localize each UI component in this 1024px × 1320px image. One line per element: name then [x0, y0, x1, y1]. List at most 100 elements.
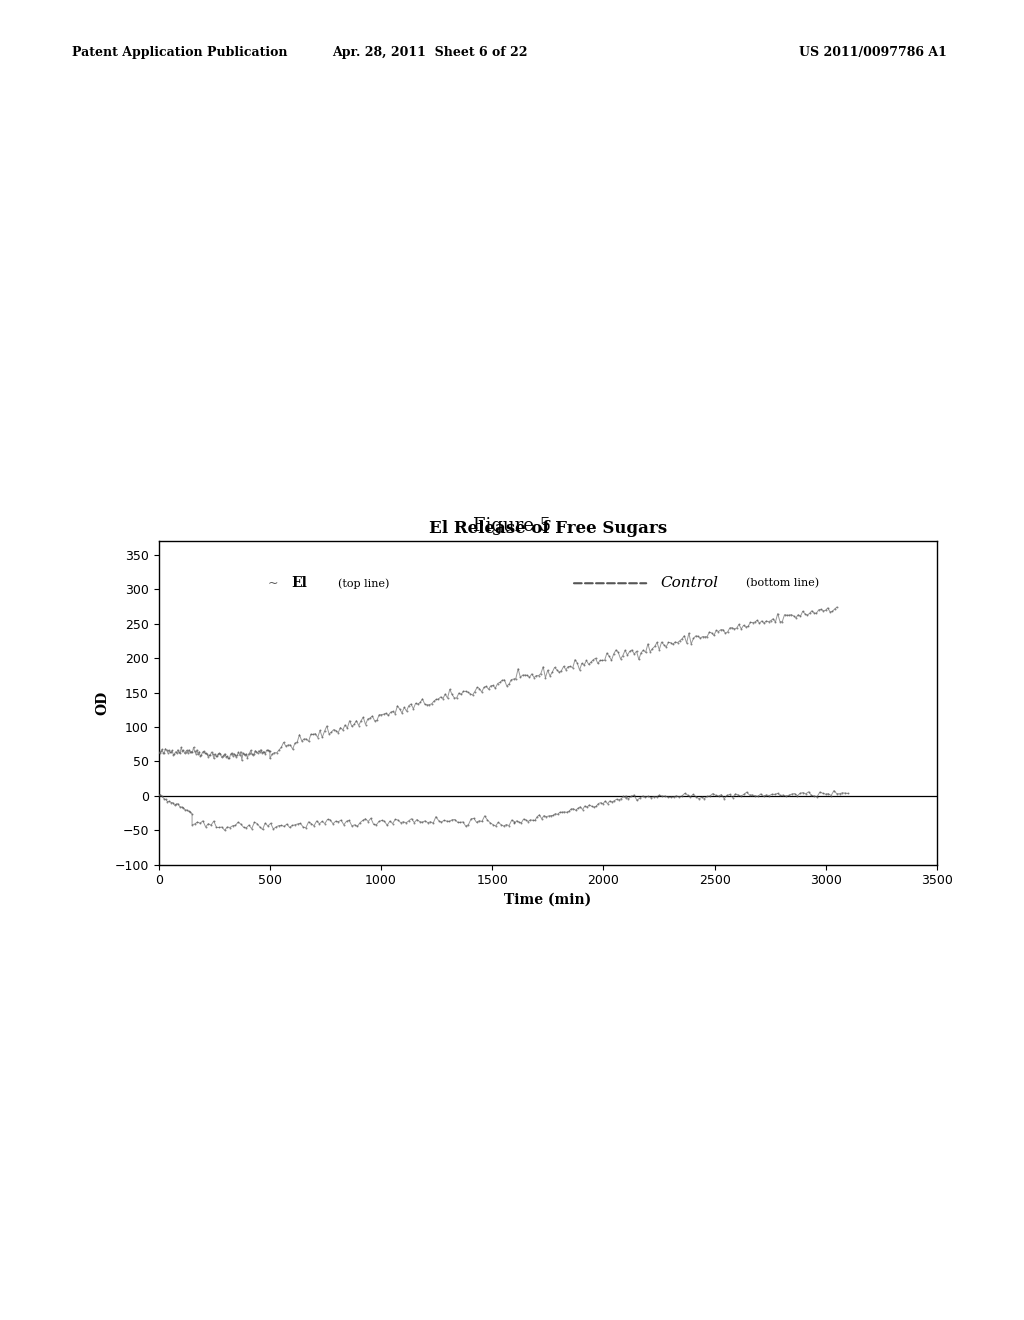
Point [314, 810, 331, 832]
Point [663, 632, 679, 653]
Point [237, 744, 253, 766]
Point [349, 816, 366, 837]
Point [690, 788, 707, 809]
Point [175, 739, 191, 760]
Point [506, 668, 522, 689]
Point [291, 725, 307, 746]
Point [338, 810, 354, 832]
Point [254, 742, 270, 763]
Point [515, 809, 531, 830]
Point [391, 698, 408, 719]
Point [528, 665, 545, 686]
Point [685, 784, 701, 805]
Point [311, 719, 328, 741]
Point [184, 804, 201, 825]
Point [774, 611, 791, 632]
Point [463, 808, 479, 829]
Point [726, 618, 742, 639]
Point [352, 812, 369, 833]
Point [200, 746, 216, 767]
Point [567, 649, 584, 671]
Point [154, 739, 170, 760]
Point [756, 785, 772, 807]
Point [637, 642, 653, 663]
Point [177, 800, 194, 821]
Point [550, 804, 566, 825]
Point [357, 714, 374, 735]
Point [610, 789, 627, 810]
Point [699, 785, 716, 807]
Point [518, 809, 535, 830]
Point [394, 702, 411, 723]
Point [648, 787, 665, 808]
Point [308, 810, 325, 832]
Point [244, 743, 260, 764]
Point [208, 817, 224, 838]
Point [244, 818, 260, 840]
Point [553, 660, 569, 681]
Point [246, 743, 262, 764]
Point [640, 634, 656, 655]
Point [642, 642, 658, 663]
Point [193, 746, 209, 767]
Text: US 2011/0097786 A1: US 2011/0097786 A1 [799, 46, 946, 59]
Point [417, 810, 433, 832]
Point [379, 814, 395, 836]
Point [180, 742, 197, 763]
Point [601, 645, 617, 667]
Point [626, 784, 642, 805]
Point [501, 673, 517, 694]
Point [756, 612, 772, 634]
Point [577, 796, 593, 817]
Point [772, 611, 788, 632]
Point [561, 801, 578, 822]
Point [588, 648, 604, 669]
Point [778, 785, 795, 807]
Point [266, 742, 283, 763]
Point [369, 710, 385, 731]
Point [216, 744, 232, 766]
Point [341, 809, 357, 830]
Point [571, 660, 588, 681]
Point [806, 602, 822, 623]
Point [826, 598, 843, 619]
Point [162, 742, 178, 763]
Point [626, 644, 642, 665]
Point [699, 626, 716, 647]
Point [346, 714, 362, 735]
Point [634, 785, 650, 807]
Point [474, 810, 490, 832]
Point [163, 792, 179, 813]
Point [715, 619, 731, 640]
Point [586, 796, 602, 817]
Point [823, 785, 840, 807]
Point [247, 741, 263, 762]
Point [241, 743, 257, 764]
Point [696, 788, 713, 809]
Point [414, 812, 430, 833]
Text: ~: ~ [267, 577, 279, 590]
Point [238, 817, 254, 838]
Point [489, 673, 506, 694]
Point [258, 739, 274, 760]
Point [219, 817, 236, 838]
Point [359, 709, 376, 730]
Point [563, 799, 580, 820]
Point [497, 669, 513, 690]
Point [428, 689, 444, 710]
Point [479, 809, 496, 830]
Point [809, 787, 825, 808]
Point [270, 739, 287, 760]
Point [437, 684, 454, 705]
Point [780, 784, 797, 805]
Point [693, 787, 710, 808]
Point [303, 813, 319, 834]
Point [204, 742, 220, 763]
Point [656, 785, 673, 807]
Point [330, 722, 346, 743]
Point [744, 612, 761, 634]
Point [412, 692, 428, 713]
Point [674, 785, 690, 807]
Point [545, 805, 561, 826]
Point [441, 810, 458, 832]
